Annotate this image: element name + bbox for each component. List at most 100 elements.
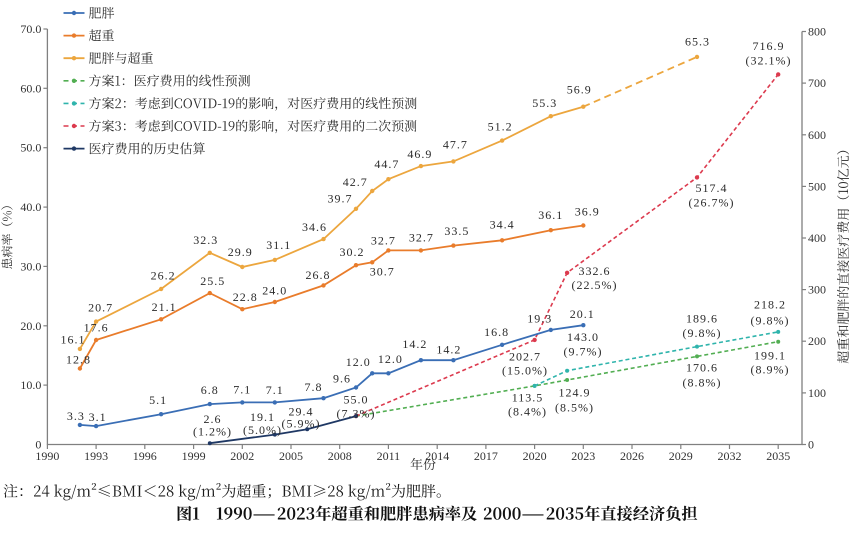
svg-text:2026: 2026 bbox=[620, 449, 644, 463]
svg-text:2.6: 2.6 bbox=[204, 412, 222, 426]
svg-text:26.2: 26.2 bbox=[151, 269, 176, 283]
svg-text:2008: 2008 bbox=[328, 449, 352, 463]
svg-text:(32.1%): (32.1%) bbox=[746, 54, 792, 68]
svg-text:124.9: 124.9 bbox=[559, 386, 591, 400]
svg-text:500: 500 bbox=[808, 179, 826, 193]
svg-text:5.1: 5.1 bbox=[149, 393, 167, 407]
svg-text:2005: 2005 bbox=[279, 449, 303, 463]
svg-text:200: 200 bbox=[808, 334, 826, 348]
svg-text:40.0: 40.0 bbox=[20, 200, 41, 214]
svg-text:29.4: 29.4 bbox=[289, 405, 314, 419]
svg-text:0: 0 bbox=[35, 438, 41, 452]
svg-text:32.7: 32.7 bbox=[409, 230, 434, 244]
svg-text:20.7: 20.7 bbox=[88, 301, 113, 315]
svg-text:42.7: 42.7 bbox=[343, 175, 368, 189]
svg-text:7.1: 7.1 bbox=[233, 382, 251, 396]
svg-text:21.1: 21.1 bbox=[152, 300, 177, 314]
svg-text:2017: 2017 bbox=[474, 449, 498, 463]
svg-text:1999: 1999 bbox=[182, 449, 206, 463]
svg-text:600: 600 bbox=[808, 128, 826, 142]
svg-text:65.3: 65.3 bbox=[685, 34, 710, 48]
svg-text:0: 0 bbox=[808, 438, 814, 452]
svg-text:20.0: 20.0 bbox=[20, 319, 41, 333]
svg-text:(7.3%): (7.3%) bbox=[337, 407, 376, 421]
svg-text:(5.9%): (5.9%) bbox=[282, 417, 321, 431]
svg-text:10.0: 10.0 bbox=[20, 378, 41, 392]
svg-text:143.0: 143.0 bbox=[567, 330, 599, 344]
svg-text:47.7: 47.7 bbox=[443, 137, 468, 151]
svg-text:44.7: 44.7 bbox=[374, 157, 399, 171]
svg-text:2023: 2023 bbox=[571, 449, 595, 463]
svg-text:2029: 2029 bbox=[669, 449, 693, 463]
svg-text:700: 700 bbox=[808, 76, 826, 90]
svg-text:22.8: 22.8 bbox=[233, 290, 258, 304]
svg-text:2014: 2014 bbox=[425, 449, 449, 463]
svg-text:55.3: 55.3 bbox=[532, 96, 557, 110]
svg-text:3.1: 3.1 bbox=[89, 410, 107, 424]
svg-text:33.5: 33.5 bbox=[444, 224, 469, 238]
svg-text:3.3: 3.3 bbox=[67, 409, 85, 423]
svg-text:30.2: 30.2 bbox=[340, 245, 365, 259]
svg-text:32.3: 32.3 bbox=[193, 233, 218, 247]
svg-text:12.0: 12.0 bbox=[378, 352, 403, 366]
svg-text:24.0: 24.0 bbox=[262, 284, 287, 298]
svg-text:300: 300 bbox=[808, 283, 826, 297]
svg-text:100: 100 bbox=[808, 386, 826, 400]
svg-text:14.2: 14.2 bbox=[402, 337, 427, 351]
svg-text:26.8: 26.8 bbox=[306, 268, 331, 282]
svg-text:(9.7%): (9.7%) bbox=[564, 345, 603, 359]
svg-text:716.9: 716.9 bbox=[753, 39, 785, 53]
svg-text:(8.8%): (8.8%) bbox=[683, 376, 722, 390]
svg-text:2032: 2032 bbox=[718, 449, 742, 463]
svg-text:70.0: 70.0 bbox=[20, 22, 41, 36]
svg-text:113.5: 113.5 bbox=[512, 391, 544, 405]
svg-text:12.8: 12.8 bbox=[66, 353, 91, 367]
svg-text:36.1: 36.1 bbox=[538, 208, 563, 222]
svg-text:(9.8%): (9.8%) bbox=[751, 314, 790, 328]
svg-text:7.8: 7.8 bbox=[305, 380, 323, 394]
svg-text:6.8: 6.8 bbox=[201, 383, 219, 397]
svg-text:(9.8%): (9.8%) bbox=[683, 326, 722, 340]
svg-text:7.1: 7.1 bbox=[266, 383, 284, 397]
svg-text:46.9: 46.9 bbox=[407, 147, 432, 161]
svg-text:(8.5%): (8.5%) bbox=[555, 401, 594, 415]
svg-text:199.1: 199.1 bbox=[754, 349, 786, 363]
svg-text:29.9: 29.9 bbox=[228, 245, 253, 259]
svg-text:14.2: 14.2 bbox=[436, 343, 461, 357]
svg-text:16.1: 16.1 bbox=[61, 333, 86, 347]
svg-text:(8.4%): (8.4%) bbox=[508, 405, 547, 419]
svg-text:19.1: 19.1 bbox=[250, 410, 275, 424]
svg-text:(1.2%): (1.2%) bbox=[193, 425, 232, 439]
svg-text:51.2: 51.2 bbox=[488, 120, 513, 134]
svg-text:55.0: 55.0 bbox=[344, 393, 369, 407]
svg-text:60.0: 60.0 bbox=[20, 81, 41, 95]
svg-text:16.8: 16.8 bbox=[484, 325, 509, 339]
svg-text:(5.0%): (5.0%) bbox=[243, 423, 282, 437]
svg-text:30.7: 30.7 bbox=[370, 264, 395, 278]
svg-text:1990: 1990 bbox=[35, 449, 59, 463]
svg-text:218.2: 218.2 bbox=[754, 298, 786, 312]
svg-text:332.6: 332.6 bbox=[579, 264, 611, 278]
svg-text:1996: 1996 bbox=[133, 449, 157, 463]
svg-text:189.6: 189.6 bbox=[686, 312, 718, 326]
svg-text:32.7: 32.7 bbox=[371, 233, 396, 247]
svg-text:202.7: 202.7 bbox=[509, 350, 541, 364]
svg-text:31.1: 31.1 bbox=[266, 238, 291, 252]
svg-text:19.3: 19.3 bbox=[527, 311, 552, 325]
svg-text:20.1: 20.1 bbox=[570, 307, 595, 321]
svg-text:50.0: 50.0 bbox=[20, 141, 41, 155]
svg-text:2020: 2020 bbox=[523, 449, 547, 463]
svg-text:12.0: 12.0 bbox=[346, 355, 371, 369]
svg-text:(8.9%): (8.9%) bbox=[751, 363, 790, 377]
svg-text:170.6: 170.6 bbox=[686, 361, 718, 375]
svg-text:39.7: 39.7 bbox=[328, 191, 353, 205]
svg-text:400: 400 bbox=[808, 231, 826, 245]
svg-text:1993: 1993 bbox=[84, 449, 108, 463]
svg-text:56.9: 56.9 bbox=[567, 83, 592, 97]
svg-text:517.4: 517.4 bbox=[696, 181, 728, 195]
svg-text:25.5: 25.5 bbox=[200, 274, 225, 288]
svg-text:34.6: 34.6 bbox=[302, 220, 327, 234]
svg-text:30.0: 30.0 bbox=[20, 259, 41, 273]
svg-text:(22.5%): (22.5%) bbox=[572, 278, 618, 292]
svg-text:34.4: 34.4 bbox=[490, 217, 515, 231]
